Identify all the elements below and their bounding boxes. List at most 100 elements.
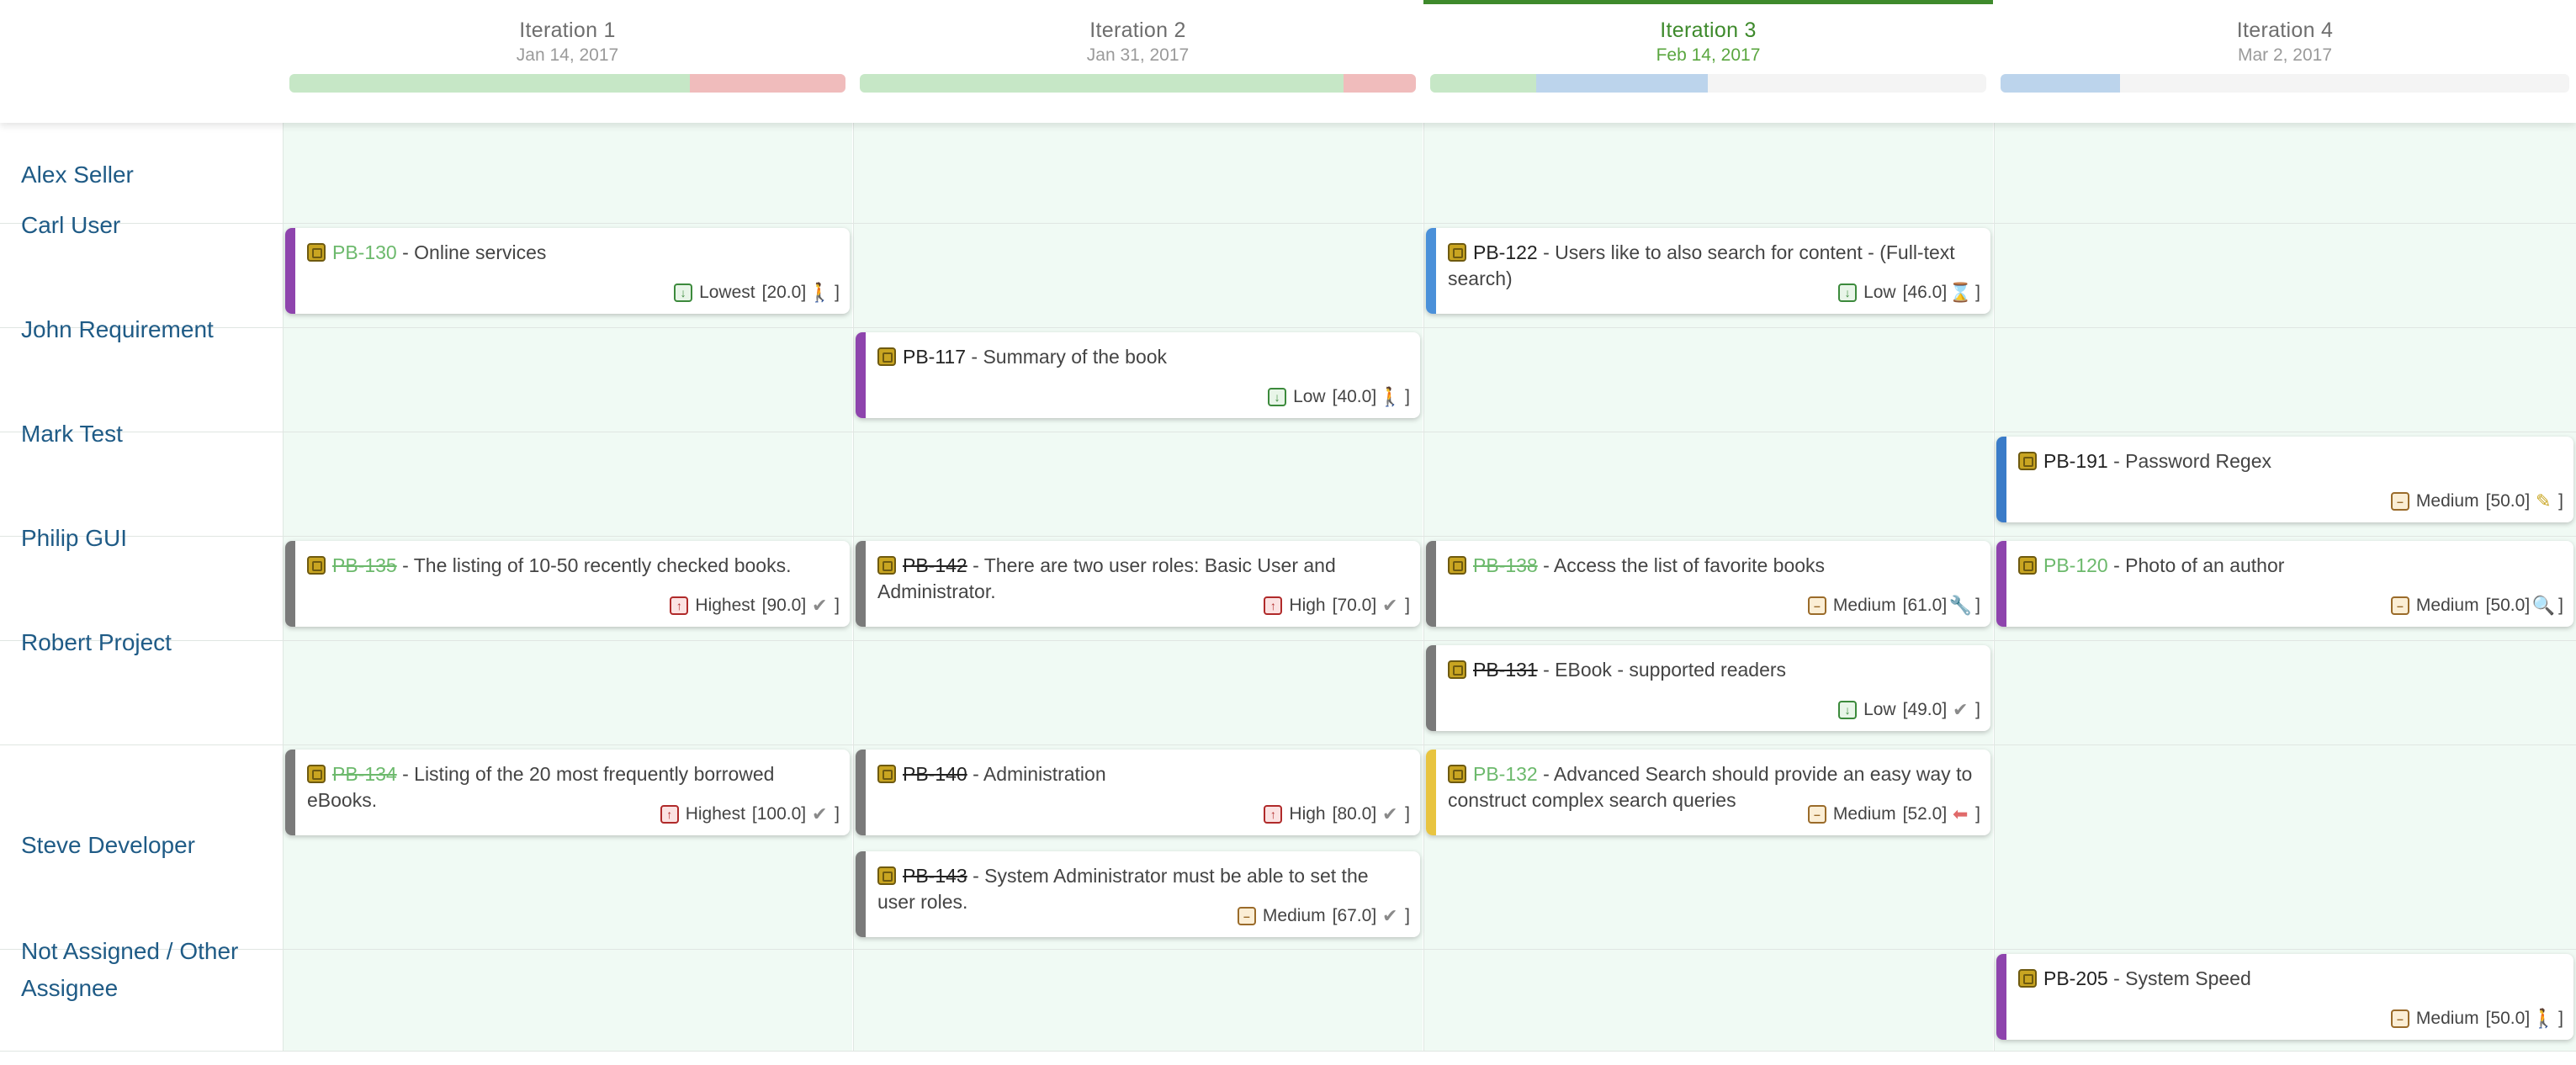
priority-label: Medium xyxy=(2415,596,2479,615)
card-meta: ↓ Low [46.0] ⌛] xyxy=(1838,282,1980,304)
issue-key-link[interactable]: PB-134 xyxy=(332,763,397,785)
closing-bracket: ] xyxy=(1405,596,1410,615)
issue-card[interactable]: PB-138 - Access the list of favorite boo… xyxy=(1426,541,1990,627)
issue-key-link[interactable]: PB-120 xyxy=(2043,554,2108,576)
card-meta: ↑ Highest [90.0] ✔] xyxy=(670,595,840,617)
iteration-progress-bar xyxy=(860,74,1416,93)
closing-bracket: ] xyxy=(1405,804,1410,824)
issue-summary: - The listing of 10-50 recently checked … xyxy=(396,554,792,576)
iteration-name: Iteration 3 xyxy=(1660,19,1757,42)
issue-key-link[interactable]: PB-130 xyxy=(332,241,397,263)
card-status-bar xyxy=(1426,645,1436,731)
assignee-label[interactable]: Not Assigned / Other Assignee xyxy=(21,938,239,1001)
closing-bracket: ] xyxy=(1975,596,1980,615)
progress-segment xyxy=(289,74,690,93)
issue-key-link[interactable]: PB-132 xyxy=(1473,763,1538,785)
issue-card[interactable]: PB-142 - There are two user roles: Basic… xyxy=(856,541,1420,627)
issue-card[interactable]: PB-140 - Administration ↑ High [80.0] ✔] xyxy=(856,750,1420,835)
story-icon xyxy=(2018,556,2037,575)
issue-card[interactable]: PB-134 - Listing of the 20 most frequent… xyxy=(285,750,850,835)
closing-bracket: ] xyxy=(2558,491,2563,511)
story-points: [100.0] xyxy=(752,804,806,824)
iterations-header: Iteration 1 Jan 14, 2017 Iteration 2 Jan 31… xyxy=(0,0,2576,123)
priority-label: Highest xyxy=(695,596,755,615)
issue-card[interactable]: PB-130 - Online services ↓ Lowest [20.0] 🚶] xyxy=(285,228,850,314)
issue-card[interactable]: PB-205 - System Speed – Medium [50.0] 🚶] xyxy=(1996,954,2573,1040)
issue-key-link[interactable]: PB-138 xyxy=(1473,554,1538,576)
low-priority-icon: ↓ xyxy=(1268,388,1287,406)
board-cell xyxy=(1994,224,2576,327)
assignee-label[interactable]: Alex Seller xyxy=(21,162,134,188)
board-cell xyxy=(853,950,1423,1051)
issue-summary: - System Administrator must be able to s… xyxy=(877,865,1369,913)
issue-key-link[interactable]: PB-117 xyxy=(903,346,967,368)
low-priority-icon: ↓ xyxy=(1838,283,1858,302)
priority-label: Medium xyxy=(1832,804,1896,824)
issue-key-link[interactable]: PB-131 xyxy=(1473,659,1538,681)
card-title: PB-135 - The listing of 10-50 recently c… xyxy=(307,553,838,579)
issue-summary: - Access the list of favorite books xyxy=(1537,554,1826,576)
assignee-label[interactable]: Steve Developer xyxy=(21,832,196,858)
card-title: PB-138 - Access the list of favorite boo… xyxy=(1448,553,1979,579)
issue-key-link[interactable]: PB-191 xyxy=(2043,450,2108,472)
story-points: [46.0] xyxy=(1903,283,1948,303)
iteration-header-2[interactable]: Iteration 2 Jan 31, 2017 xyxy=(853,0,1423,123)
story-points-value: [100.0] xyxy=(751,804,807,824)
board-cell xyxy=(853,641,1423,744)
story-points-value: [52.0] xyxy=(1902,804,1948,824)
assignee-label[interactable]: Mark Test xyxy=(21,421,123,447)
story-icon xyxy=(877,866,896,885)
iteration-date: Feb 14, 2017 xyxy=(1656,45,1761,65)
story-icon xyxy=(2018,969,2037,988)
assignee-label[interactable]: Robert Project xyxy=(21,629,172,655)
closing-bracket: ] xyxy=(1975,804,1980,824)
issue-key-link[interactable]: PB-140 xyxy=(903,763,967,785)
iteration-header-4[interactable]: Iteration 4 Mar 2, 2017 xyxy=(1994,0,2576,123)
card-title: PB-205 - System Speed xyxy=(2018,966,2562,992)
issue-card[interactable]: PB-191 - Password Regex – Medium [50.0] ✎] xyxy=(1996,437,2573,522)
iteration-progress-bar xyxy=(289,74,845,93)
story-icon xyxy=(877,556,896,575)
story-points-value: [46.0] xyxy=(1902,283,1948,302)
medium-priority-icon: – xyxy=(1237,907,1256,925)
issue-card[interactable]: PB-117 - Summary of the book ↓ Low [40.0] 🚶] xyxy=(856,332,1420,418)
assignee-label[interactable]: John Requirement xyxy=(21,316,214,342)
assignee-label[interactable]: Philip GUI xyxy=(21,525,128,551)
medium-priority-icon: – xyxy=(2390,596,2409,615)
row-divider xyxy=(0,327,2576,328)
card-meta: ↓ Low [49.0] ✔] xyxy=(1838,699,1980,721)
board-cell xyxy=(1994,328,2576,432)
iteration-header-3[interactable]: Iteration 3 Feb 14, 2017 xyxy=(1423,0,1993,123)
iteration-header-1[interactable]: Iteration 1 Jan 14, 2017 xyxy=(283,0,852,123)
highest-priority-icon: ↑ xyxy=(660,805,679,824)
medium-priority-icon: – xyxy=(2390,492,2409,511)
issue-summary: - There are two user roles: Basic User a… xyxy=(877,554,1336,602)
high-priority-icon: ↑ xyxy=(1264,596,1283,615)
progress-segment xyxy=(2001,74,2120,93)
card-title: PB-131 - EBook - supported readers xyxy=(1448,657,1979,683)
issue-key-link[interactable]: PB-135 xyxy=(332,554,397,576)
progress-segment xyxy=(1430,74,1536,93)
issue-summary: - EBook - supported readers xyxy=(1537,659,1787,681)
low-priority-icon: ↓ xyxy=(1838,701,1858,719)
iteration-progress-bar xyxy=(2001,74,2569,93)
issue-card[interactable]: PB-135 - The listing of 10-50 recently c… xyxy=(285,541,850,627)
issue-key-link[interactable]: PB-143 xyxy=(903,865,967,887)
issue-key-link[interactable]: PB-142 xyxy=(903,554,967,576)
card-status-bar xyxy=(1996,954,2006,1040)
card-title: PB-143 - System Administrator must be ab… xyxy=(877,863,1408,915)
issue-card[interactable]: PB-132 - Advanced Search should provide … xyxy=(1426,750,1990,835)
assignee-grid: Alex Seller Carl User John Requirement Mark… xyxy=(0,123,2576,1065)
assignee-label[interactable]: Carl User xyxy=(21,212,121,238)
story-icon xyxy=(1448,660,1466,679)
board-cell xyxy=(853,224,1423,327)
progress-segment xyxy=(860,74,1344,93)
issue-card[interactable]: PB-120 - Photo of an author – Medium [50.0]… xyxy=(1996,541,2573,627)
issue-card[interactable]: PB-122 - Users like to also search for c… xyxy=(1426,228,1990,314)
issue-card[interactable]: PB-143 - System Administrator must be ab… xyxy=(856,851,1420,937)
issue-key-link[interactable]: PB-205 xyxy=(2043,967,2108,989)
issue-key-link[interactable]: PB-122 xyxy=(1473,241,1538,263)
issue-card[interactable]: PB-131 - EBook - supported readers ↓ Low [4… xyxy=(1426,645,1990,731)
closing-bracket: ] xyxy=(1975,700,1980,719)
iteration-name: Iteration 2 xyxy=(1089,19,1186,42)
